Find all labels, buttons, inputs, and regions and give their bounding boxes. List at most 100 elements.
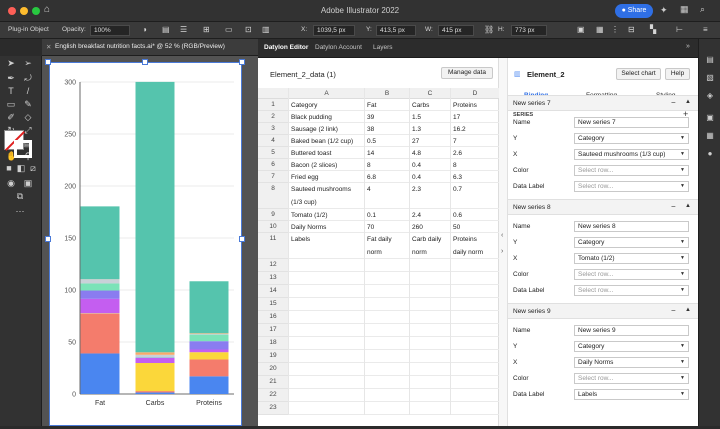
column-header[interactable]: B [364, 88, 409, 99]
table-cell[interactable]: Carb daily [412, 236, 449, 243]
more-tools-icon[interactable]: ⋯ [15, 206, 25, 216]
field-y-select[interactable]: Category▼ [574, 341, 689, 352]
constrain-icon[interactable]: ▥ [262, 25, 270, 34]
row-number[interactable]: 1 [258, 99, 288, 111]
select-chart-button[interactable]: Select chart [616, 68, 661, 80]
field-x-select[interactable]: Daily Norms▼ [574, 357, 689, 368]
column-header[interactable]: A [288, 88, 364, 99]
table-cell[interactable]: 6.3 [453, 174, 498, 181]
table-cell[interactable]: Sausage (2 link) [291, 126, 363, 133]
libraries-icon[interactable]: ▧ [705, 73, 715, 83]
field-data-label-select[interactable]: Select row...▼ [574, 181, 689, 192]
row-number[interactable]: 4 [258, 135, 288, 147]
row-number[interactable]: 17 [258, 324, 288, 337]
table-cell[interactable]: Labels [291, 236, 363, 243]
table-cell[interactable]: Fat [367, 102, 408, 109]
paragraph-icon[interactable]: ▚ [650, 25, 656, 34]
table-cell[interactable]: Proteins [453, 102, 498, 109]
scale-tool-icon[interactable]: ⤢ [23, 125, 33, 135]
document-tab[interactable]: ✕ English breakfast nutrition facts.ai* … [42, 39, 258, 56]
table-cell[interactable]: Fried egg [291, 174, 363, 181]
artboard-icon[interactable]: ⧉ [15, 191, 25, 201]
field-name-input[interactable]: New series 9 [574, 325, 689, 336]
remove-series-icon[interactable]: − [671, 306, 676, 315]
table-cell[interactable]: 2.4 [412, 212, 449, 219]
none-color-icon[interactable]: ⧄ [28, 163, 38, 173]
collapse-series-icon[interactable]: ▲ [685, 307, 691, 313]
learn-icon[interactable]: ✦ [660, 5, 668, 16]
table-cell[interactable]: 14 [367, 150, 408, 157]
row-number[interactable]: 18 [258, 337, 288, 350]
table-cell[interactable]: norm [412, 249, 449, 256]
table-cell[interactable]: 0.5 [367, 138, 408, 145]
table-cell[interactable]: 0.7 [453, 186, 498, 193]
pencil-tool-icon[interactable]: ✐ [6, 112, 16, 122]
fill-mode-icon[interactable]: ■ [4, 163, 14, 173]
row-number[interactable]: 2 [258, 111, 288, 123]
table-cell[interactable]: 8 [367, 162, 408, 169]
table-cell[interactable]: daily norm [453, 249, 498, 256]
pen-tool-icon[interactable]: ✒ [6, 73, 16, 83]
row-number[interactable]: 19 [258, 350, 288, 363]
row-number[interactable]: 11 [258, 233, 288, 259]
column-header[interactable]: C [409, 88, 450, 99]
table-cell[interactable]: 4 [367, 186, 408, 193]
grid-icon[interactable]: ▦ [596, 25, 604, 34]
transform-icon[interactable]: ⊞ [203, 25, 210, 34]
table-cell[interactable]: 39 [367, 114, 408, 121]
remove-series-icon[interactable]: − [671, 202, 676, 211]
selection-handle[interactable] [45, 59, 51, 65]
menu-icon[interactable]: ≡ [703, 25, 708, 34]
selection-handle[interactable] [142, 59, 148, 65]
draw-mode-icon[interactable]: ◉ [6, 178, 16, 188]
table-cell[interactable]: 0.6 [453, 212, 498, 219]
appearance-icon[interactable]: ▦ [705, 131, 715, 141]
tab-layers[interactable]: Layers [373, 44, 393, 51]
color-icon[interactable]: ● [705, 149, 715, 159]
share-button[interactable]: ● Share [615, 4, 653, 18]
field-name-input[interactable]: New series 7 [574, 117, 689, 128]
field-y-select[interactable]: Category▼ [574, 237, 689, 248]
row-number[interactable]: 14 [258, 285, 288, 298]
stroke-swatch[interactable] [14, 140, 32, 158]
table-cell[interactable]: Carbs [412, 102, 449, 109]
remove-series-icon[interactable]: − [671, 98, 676, 107]
table-cell[interactable]: 260 [412, 224, 449, 231]
row-number[interactable]: 16 [258, 311, 288, 324]
table-cell[interactable]: 2.3 [412, 186, 449, 193]
field-color-select[interactable]: Select row...▼ [574, 269, 689, 280]
row-number[interactable]: 23 [258, 402, 288, 415]
close-tab-icon[interactable]: ✕ [46, 43, 51, 51]
arrange-documents-icon[interactable]: ▦ [680, 4, 689, 15]
selection-handle[interactable] [239, 236, 245, 242]
artboards-icon[interactable]: ▣ [705, 113, 715, 123]
field-x-select[interactable]: Sauteed mushrooms (1/3 cup)▼ [574, 149, 689, 160]
expand-right-icon[interactable]: › [501, 248, 503, 255]
series-header[interactable]: New series 7−▲ [508, 95, 698, 111]
row-number[interactable]: 15 [258, 298, 288, 311]
field-color-select[interactable]: Select row...▼ [574, 373, 689, 384]
type-tool-icon[interactable]: T [6, 86, 16, 96]
table-cell[interactable]: 0.1 [367, 212, 408, 219]
table-cell[interactable]: 7 [453, 138, 498, 145]
table-cell[interactable]: 16.2 [453, 126, 498, 133]
tab-datylon-account[interactable]: Datylon Account [315, 44, 362, 51]
table-cell[interactable]: Buttered toast [291, 150, 363, 157]
table-cell[interactable]: Sauteed mushrooms [291, 186, 363, 193]
align-icon[interactable]: ▤ [162, 25, 170, 34]
search-icon[interactable]: ⌕ [700, 4, 705, 15]
eraser-tool-icon[interactable]: ◇ [23, 112, 33, 122]
table-cell[interactable]: 27 [412, 138, 449, 145]
selection-handle[interactable] [239, 59, 245, 65]
row-number[interactable]: 6 [258, 159, 288, 171]
opacity-input[interactable]: 100% [90, 25, 130, 36]
manage-data-button[interactable]: Manage data [441, 67, 493, 79]
table-cell[interactable]: 4.8 [412, 150, 449, 157]
field-color-select[interactable]: Select row...▼ [574, 165, 689, 176]
screen-mode-icon[interactable]: ▣ [23, 178, 33, 188]
field-x-select[interactable]: Tomato (1/2)▼ [574, 253, 689, 264]
table-cell[interactable]: 1.5 [412, 114, 449, 121]
table-cell[interactable]: 6.8 [367, 174, 408, 181]
row-number[interactable]: 8 [258, 183, 288, 209]
